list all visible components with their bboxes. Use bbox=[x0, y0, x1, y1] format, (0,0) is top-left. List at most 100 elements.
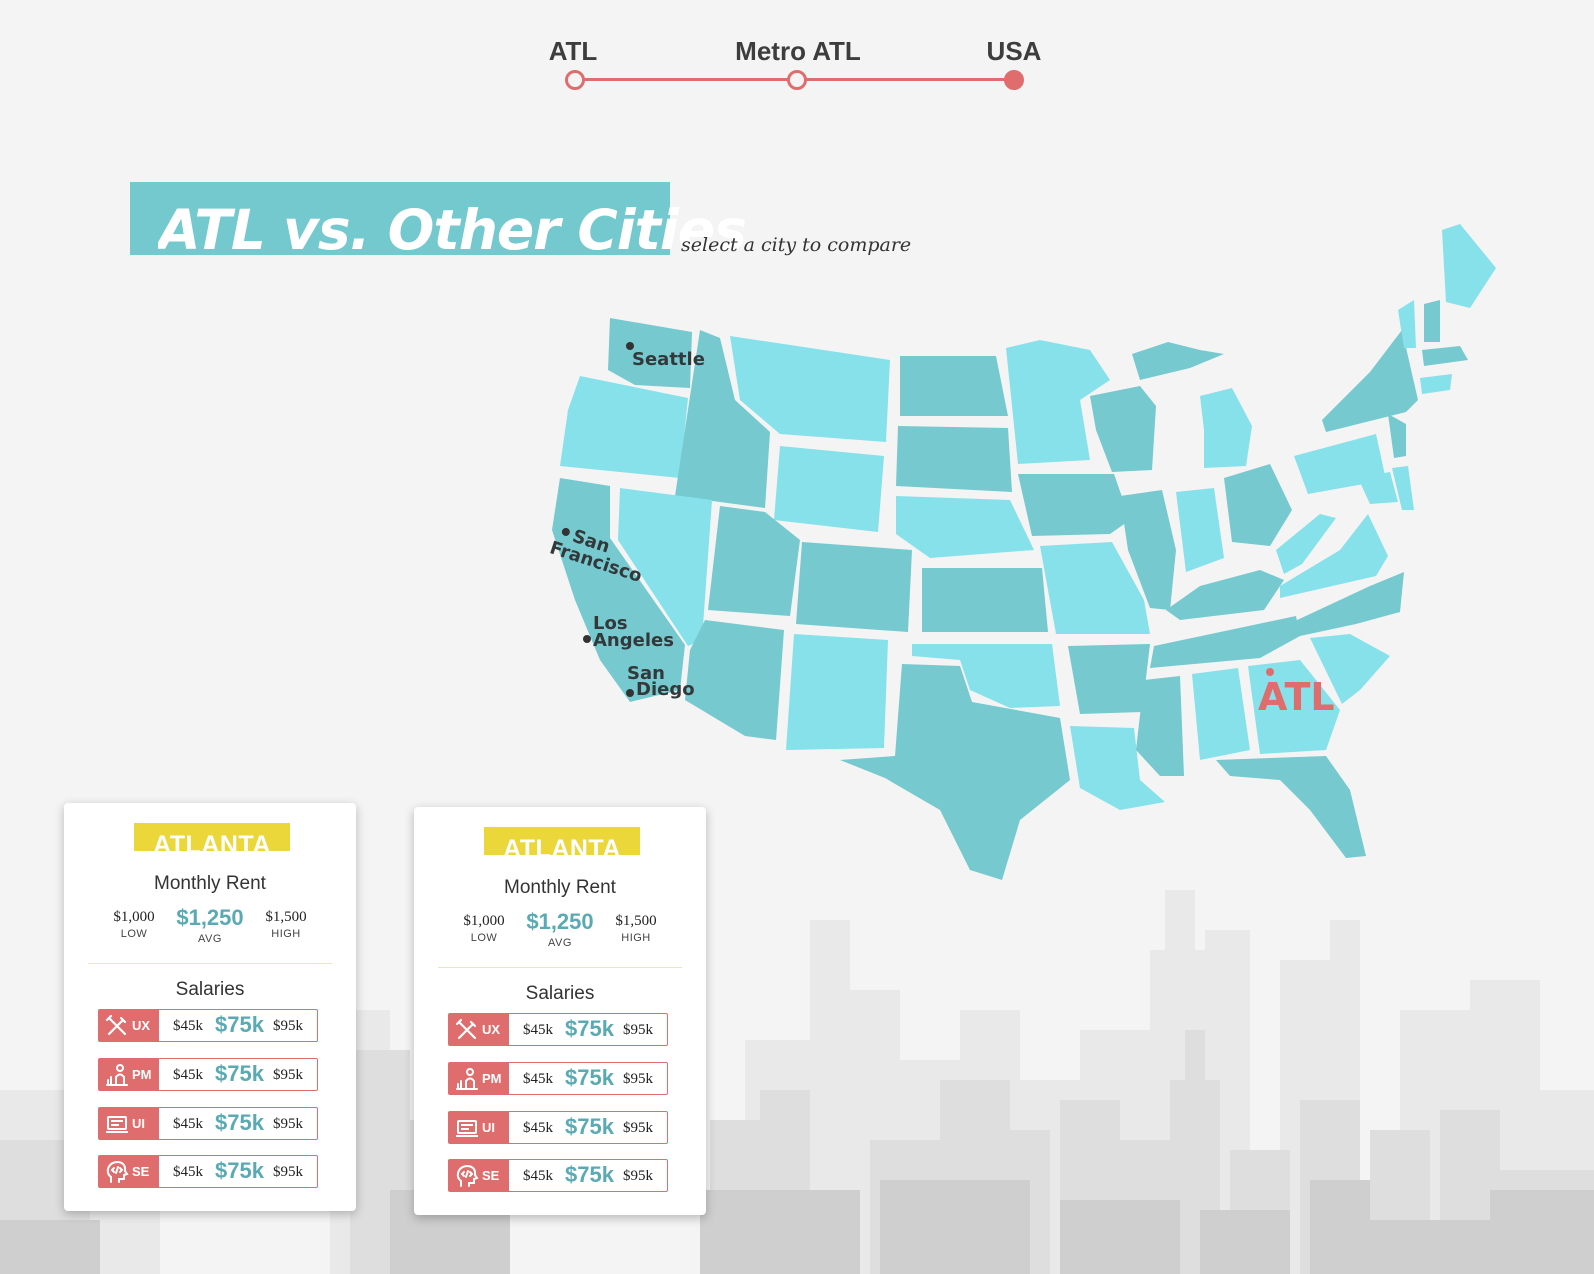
salaries-title: Salaries bbox=[525, 983, 595, 1004]
state-georgia[interactable] bbox=[1248, 660, 1340, 754]
state-south-carolina[interactable] bbox=[1310, 634, 1390, 704]
state-nevada[interactable] bbox=[618, 488, 712, 646]
role-code: PM bbox=[482, 1071, 502, 1086]
state-louisiana[interactable] bbox=[1070, 726, 1165, 810]
salary-avg: $75k bbox=[215, 1110, 264, 1135]
state-ohio[interactable] bbox=[1224, 464, 1292, 546]
salary-low: $45k bbox=[173, 1116, 203, 1132]
salary-avg: $75k bbox=[565, 1114, 614, 1139]
step-metro-atl-dot[interactable] bbox=[787, 70, 807, 90]
state-california[interactable] bbox=[552, 478, 685, 702]
state-missouri[interactable] bbox=[1040, 542, 1150, 634]
salary-high: $95k bbox=[623, 1120, 653, 1136]
state-south-dakota[interactable] bbox=[896, 426, 1012, 492]
state-kentucky[interactable] bbox=[1166, 570, 1284, 620]
rent-title: Monthly Rent bbox=[504, 877, 616, 898]
laptop-icon bbox=[456, 1120, 478, 1137]
page-title: ATL vs. Other Cities bbox=[158, 198, 746, 255]
salary-row-ui[interactable]: UI $45k $75k $95k bbox=[448, 1111, 668, 1144]
state-wyoming[interactable] bbox=[774, 446, 884, 532]
state-maine[interactable] bbox=[1442, 224, 1496, 308]
city-san-diego[interactable]: San Diego bbox=[626, 663, 695, 700]
state-north-dakota[interactable] bbox=[900, 356, 1008, 416]
state-mississippi[interactable] bbox=[1136, 676, 1184, 776]
city-los-angeles[interactable]: Los Angeles bbox=[583, 613, 674, 651]
rent-high-label: HIGH bbox=[621, 932, 651, 944]
state-indiana[interactable] bbox=[1176, 488, 1224, 572]
state-michigan-upper[interactable] bbox=[1132, 342, 1224, 380]
state-north-carolina[interactable] bbox=[1280, 572, 1404, 636]
role-tag: UX bbox=[449, 1014, 509, 1045]
state-nebraska[interactable] bbox=[896, 496, 1034, 558]
salary-row-pm[interactable]: PM $45k $75k $95k bbox=[448, 1062, 668, 1095]
state-delaware[interactable] bbox=[1392, 466, 1414, 510]
salary-low: $45k bbox=[173, 1067, 203, 1083]
state-florida[interactable] bbox=[1216, 756, 1366, 858]
salaries-title: Salaries bbox=[175, 979, 245, 1000]
state-idaho[interactable] bbox=[675, 330, 770, 508]
state-new-mexico[interactable] bbox=[786, 634, 888, 750]
step-metro-atl-label[interactable]: Metro ATL bbox=[735, 36, 861, 66]
state-new-hampshire[interactable] bbox=[1424, 300, 1440, 342]
state-maryland[interactable] bbox=[1358, 472, 1398, 504]
state-washington[interactable] bbox=[608, 318, 692, 388]
step-atl-label[interactable]: ATL bbox=[548, 36, 598, 66]
state-iowa[interactable] bbox=[1018, 474, 1130, 536]
role-tag: UI bbox=[449, 1112, 509, 1143]
code-head-icon bbox=[456, 1164, 479, 1187]
state-oregon[interactable] bbox=[560, 376, 688, 478]
step-usa-dot[interactable] bbox=[1004, 70, 1024, 90]
salary-low: $45k bbox=[523, 1120, 553, 1136]
state-illinois[interactable] bbox=[1120, 490, 1176, 610]
rent-avg-value: $1,250 bbox=[526, 909, 594, 934]
state-wisconsin[interactable] bbox=[1090, 386, 1156, 472]
city-los-angeles-label-1[interactable]: Los bbox=[593, 613, 628, 634]
state-new-york[interactable] bbox=[1322, 330, 1418, 432]
state-michigan[interactable] bbox=[1200, 388, 1252, 468]
state-utah[interactable] bbox=[708, 506, 800, 616]
city-seattle-label[interactable]: Seattle bbox=[632, 349, 705, 370]
rent-avg: $1,250 AVG bbox=[520, 909, 600, 949]
rent-low: $1,000 LOW bbox=[444, 913, 524, 944]
state-texas[interactable] bbox=[840, 664, 1070, 880]
state-arizona[interactable] bbox=[685, 620, 784, 740]
step-usa-label[interactable]: USA bbox=[986, 36, 1042, 66]
salary-row-ui[interactable]: UI $45k $75k $95k bbox=[98, 1107, 318, 1140]
role-code: UI bbox=[132, 1116, 145, 1131]
state-alabama[interactable] bbox=[1192, 668, 1250, 760]
salary-low: $45k bbox=[523, 1168, 553, 1184]
card-divider bbox=[438, 967, 682, 968]
role-code: PM bbox=[132, 1067, 152, 1082]
state-massachusetts[interactable] bbox=[1422, 346, 1468, 366]
salary-row-se[interactable]: SE $45k $75k $95k bbox=[448, 1159, 668, 1192]
salary-avg: $75k bbox=[215, 1158, 264, 1183]
state-tennessee[interactable] bbox=[1150, 616, 1300, 668]
atl-marker[interactable]: ATL bbox=[1258, 668, 1335, 719]
city-san-diego-label-2[interactable]: Diego bbox=[636, 679, 695, 700]
salary-high: $95k bbox=[273, 1067, 303, 1083]
step-atl-dot[interactable] bbox=[565, 70, 585, 90]
city-seattle[interactable]: Seattle bbox=[626, 342, 705, 370]
role-code: SE bbox=[132, 1164, 150, 1179]
city-los-angeles-label-2[interactable]: Angeles bbox=[593, 630, 674, 651]
salary-row-se[interactable]: SE $45k $75k $95k bbox=[98, 1155, 318, 1188]
salary-row-ux[interactable]: UX $45k $75k $95k bbox=[448, 1013, 668, 1046]
state-virginia[interactable] bbox=[1280, 514, 1388, 598]
state-connecticut[interactable] bbox=[1420, 374, 1452, 394]
salary-row-ux[interactable]: UX $45k $75k $95k bbox=[98, 1009, 318, 1042]
salary-row-pm[interactable]: PM $45k $75k $95k bbox=[98, 1058, 318, 1091]
state-oklahoma[interactable] bbox=[912, 644, 1060, 708]
role-code: SE bbox=[482, 1168, 500, 1183]
state-new-jersey[interactable] bbox=[1388, 414, 1406, 458]
city-san-diego-label-1[interactable]: San bbox=[627, 663, 665, 684]
role-tag: SE bbox=[449, 1160, 509, 1191]
state-arkansas[interactable] bbox=[1068, 644, 1150, 714]
state-minnesota[interactable] bbox=[1006, 340, 1110, 464]
salary-low: $45k bbox=[173, 1018, 203, 1034]
state-vermont[interactable] bbox=[1398, 300, 1416, 348]
state-west-virginia[interactable] bbox=[1276, 514, 1336, 574]
state-kansas[interactable] bbox=[922, 568, 1048, 632]
state-montana[interactable] bbox=[730, 336, 890, 442]
state-colorado[interactable] bbox=[796, 542, 912, 632]
atl-map-label[interactable]: ATL bbox=[1258, 675, 1335, 719]
